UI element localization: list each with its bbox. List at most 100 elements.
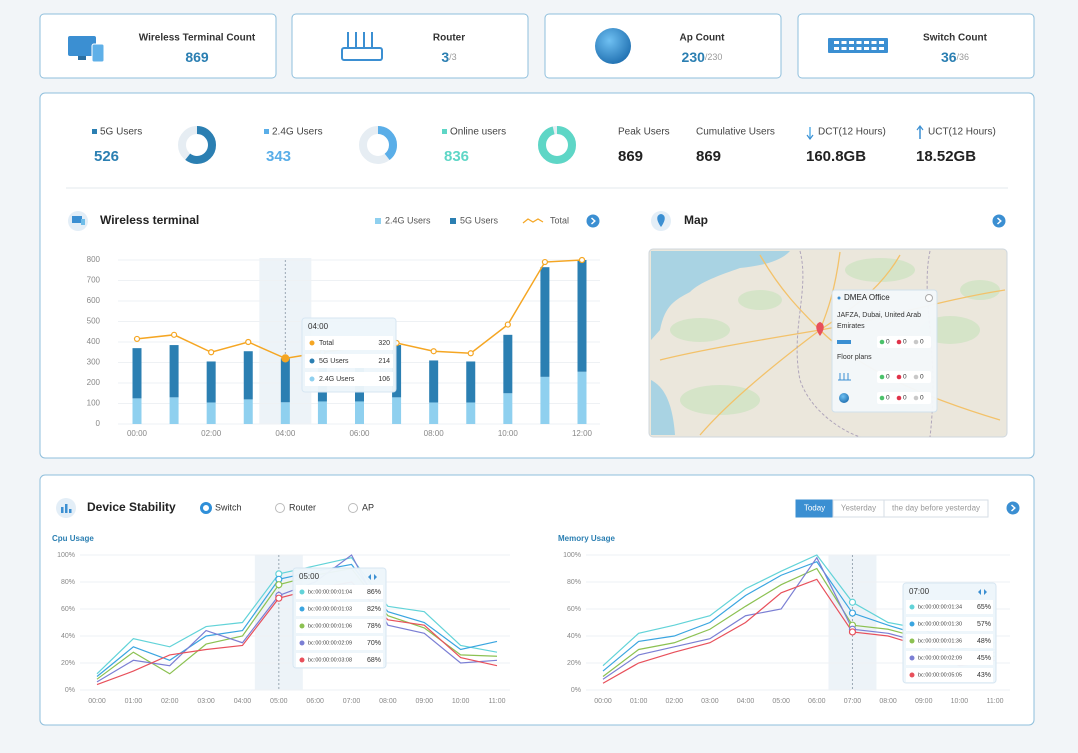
chart-title: Memory Usage — [558, 534, 615, 543]
tooltip-dot — [299, 606, 305, 612]
x-tick-label: 06:00 — [808, 698, 826, 705]
radio[interactable] — [200, 502, 212, 514]
tooltip-name: bc:00:00:00:01:04 — [308, 589, 352, 595]
x-tick-label: 05:00 — [772, 698, 790, 705]
map-forest — [670, 318, 730, 342]
bar-segment — [206, 402, 216, 424]
x-tick-label: 04:00 — [234, 698, 252, 705]
x-tick-label: 08:00 — [379, 698, 397, 705]
tooltip-nav[interactable] — [978, 589, 987, 595]
bar-segment — [466, 402, 476, 424]
hover-point — [848, 609, 857, 617]
x-tick-label: 07:00 — [343, 698, 361, 705]
x-tick-label: 00:00 — [594, 698, 612, 705]
y-tick-label: 20% — [567, 660, 581, 667]
legend-label: Total — [550, 215, 569, 225]
stat-value: 343 — [266, 148, 291, 165]
period-button[interactable] — [883, 499, 989, 518]
bar-segment — [169, 345, 179, 398]
card-value-number: 36 — [941, 49, 957, 65]
donut-arc — [359, 126, 397, 164]
y-tick-label: 600 — [87, 296, 101, 305]
card — [544, 13, 782, 79]
status-dot — [896, 374, 902, 380]
section-icon — [81, 219, 85, 225]
period-label: Today — [804, 504, 825, 513]
status-count: 0 — [903, 339, 907, 346]
tooltip-dot — [909, 655, 915, 661]
x-tick-label: 04:00 — [275, 429, 296, 438]
stat-swatch — [92, 129, 97, 134]
stat-swatch — [442, 129, 447, 134]
popup-address-line: JAFZA, Dubai, United Arab — [837, 312, 921, 319]
card-value-total: /3 — [449, 52, 457, 62]
status-count: 0 — [903, 374, 907, 381]
more-button[interactable] — [992, 214, 1006, 228]
total-point — [281, 354, 290, 363]
status-count: 0 — [886, 395, 890, 402]
tooltip-title: 07:00 — [909, 587, 930, 596]
legend-swatch — [450, 218, 456, 224]
bar-segment — [355, 401, 364, 424]
bar-segment — [132, 348, 142, 399]
tooltip-name: bc:00:00:00:01:03 — [308, 606, 352, 612]
x-tick-label: 10:00 — [452, 698, 470, 705]
more-button[interactable] — [586, 214, 600, 228]
popup-address-line: Emirates — [837, 323, 865, 330]
tooltip-nav[interactable] — [368, 574, 377, 580]
hover-point — [848, 628, 857, 636]
tooltip-name: bc:00:00:00:01:34 — [918, 604, 962, 610]
bar-segment — [540, 267, 550, 377]
tooltip-title: 04:00 — [308, 322, 329, 331]
period-label: Yesterday — [841, 504, 876, 513]
card-title: Ap Count — [680, 33, 726, 44]
tooltip-value: 320 — [378, 340, 390, 347]
tooltip-value: 48% — [977, 638, 991, 645]
popup-close[interactable] — [925, 294, 933, 302]
y-tick-label: 0% — [65, 687, 75, 694]
icon — [856, 47, 862, 50]
x-tick-label: 00:00 — [127, 429, 148, 438]
tooltip-row — [296, 653, 383, 667]
radio[interactable] — [348, 503, 358, 513]
tooltip-name: bc:00:00:00:01:30 — [918, 621, 962, 627]
card-title: Router — [433, 33, 465, 44]
popup-row — [877, 392, 931, 404]
icon — [856, 41, 862, 44]
radio[interactable] — [275, 503, 285, 513]
x-tick-label: 02:00 — [161, 698, 179, 705]
icon — [68, 36, 96, 56]
more-arrow — [996, 217, 1002, 225]
tooltip-row — [296, 602, 383, 616]
legend-swatch — [375, 218, 381, 224]
map-forest — [738, 290, 782, 310]
bar-segment — [503, 334, 513, 394]
y-tick-label: 60% — [567, 606, 581, 613]
card-value-total: /230 — [705, 52, 723, 62]
y-tick-label: 0% — [571, 687, 581, 694]
tooltip-dot — [309, 358, 315, 364]
bar-segment — [540, 376, 550, 424]
popup-icon — [837, 340, 851, 344]
y-tick-label: 700 — [87, 276, 101, 285]
status-dot — [896, 339, 902, 345]
y-tick-label: 0 — [96, 419, 101, 428]
section-icon — [61, 507, 64, 513]
tooltip-row — [296, 636, 383, 650]
bar-segment — [280, 358, 290, 403]
tooltip-name: bc:00:00:00:01:06 — [308, 623, 352, 629]
more-button[interactable] — [1006, 501, 1020, 515]
popup-floor: Floor plans — [837, 354, 872, 361]
hover-point — [275, 594, 283, 602]
section-icon — [657, 214, 665, 227]
card-value-total: /36 — [957, 52, 970, 62]
hover-point — [275, 581, 283, 589]
legend-line — [522, 218, 544, 224]
x-tick-label: 04:00 — [737, 698, 755, 705]
tooltip-value: 45% — [977, 655, 991, 662]
map-road — [699, 329, 821, 436]
section-title: Map — [684, 213, 708, 227]
tooltip-name: 2.4G Users — [319, 376, 355, 383]
popup-row — [877, 336, 931, 348]
